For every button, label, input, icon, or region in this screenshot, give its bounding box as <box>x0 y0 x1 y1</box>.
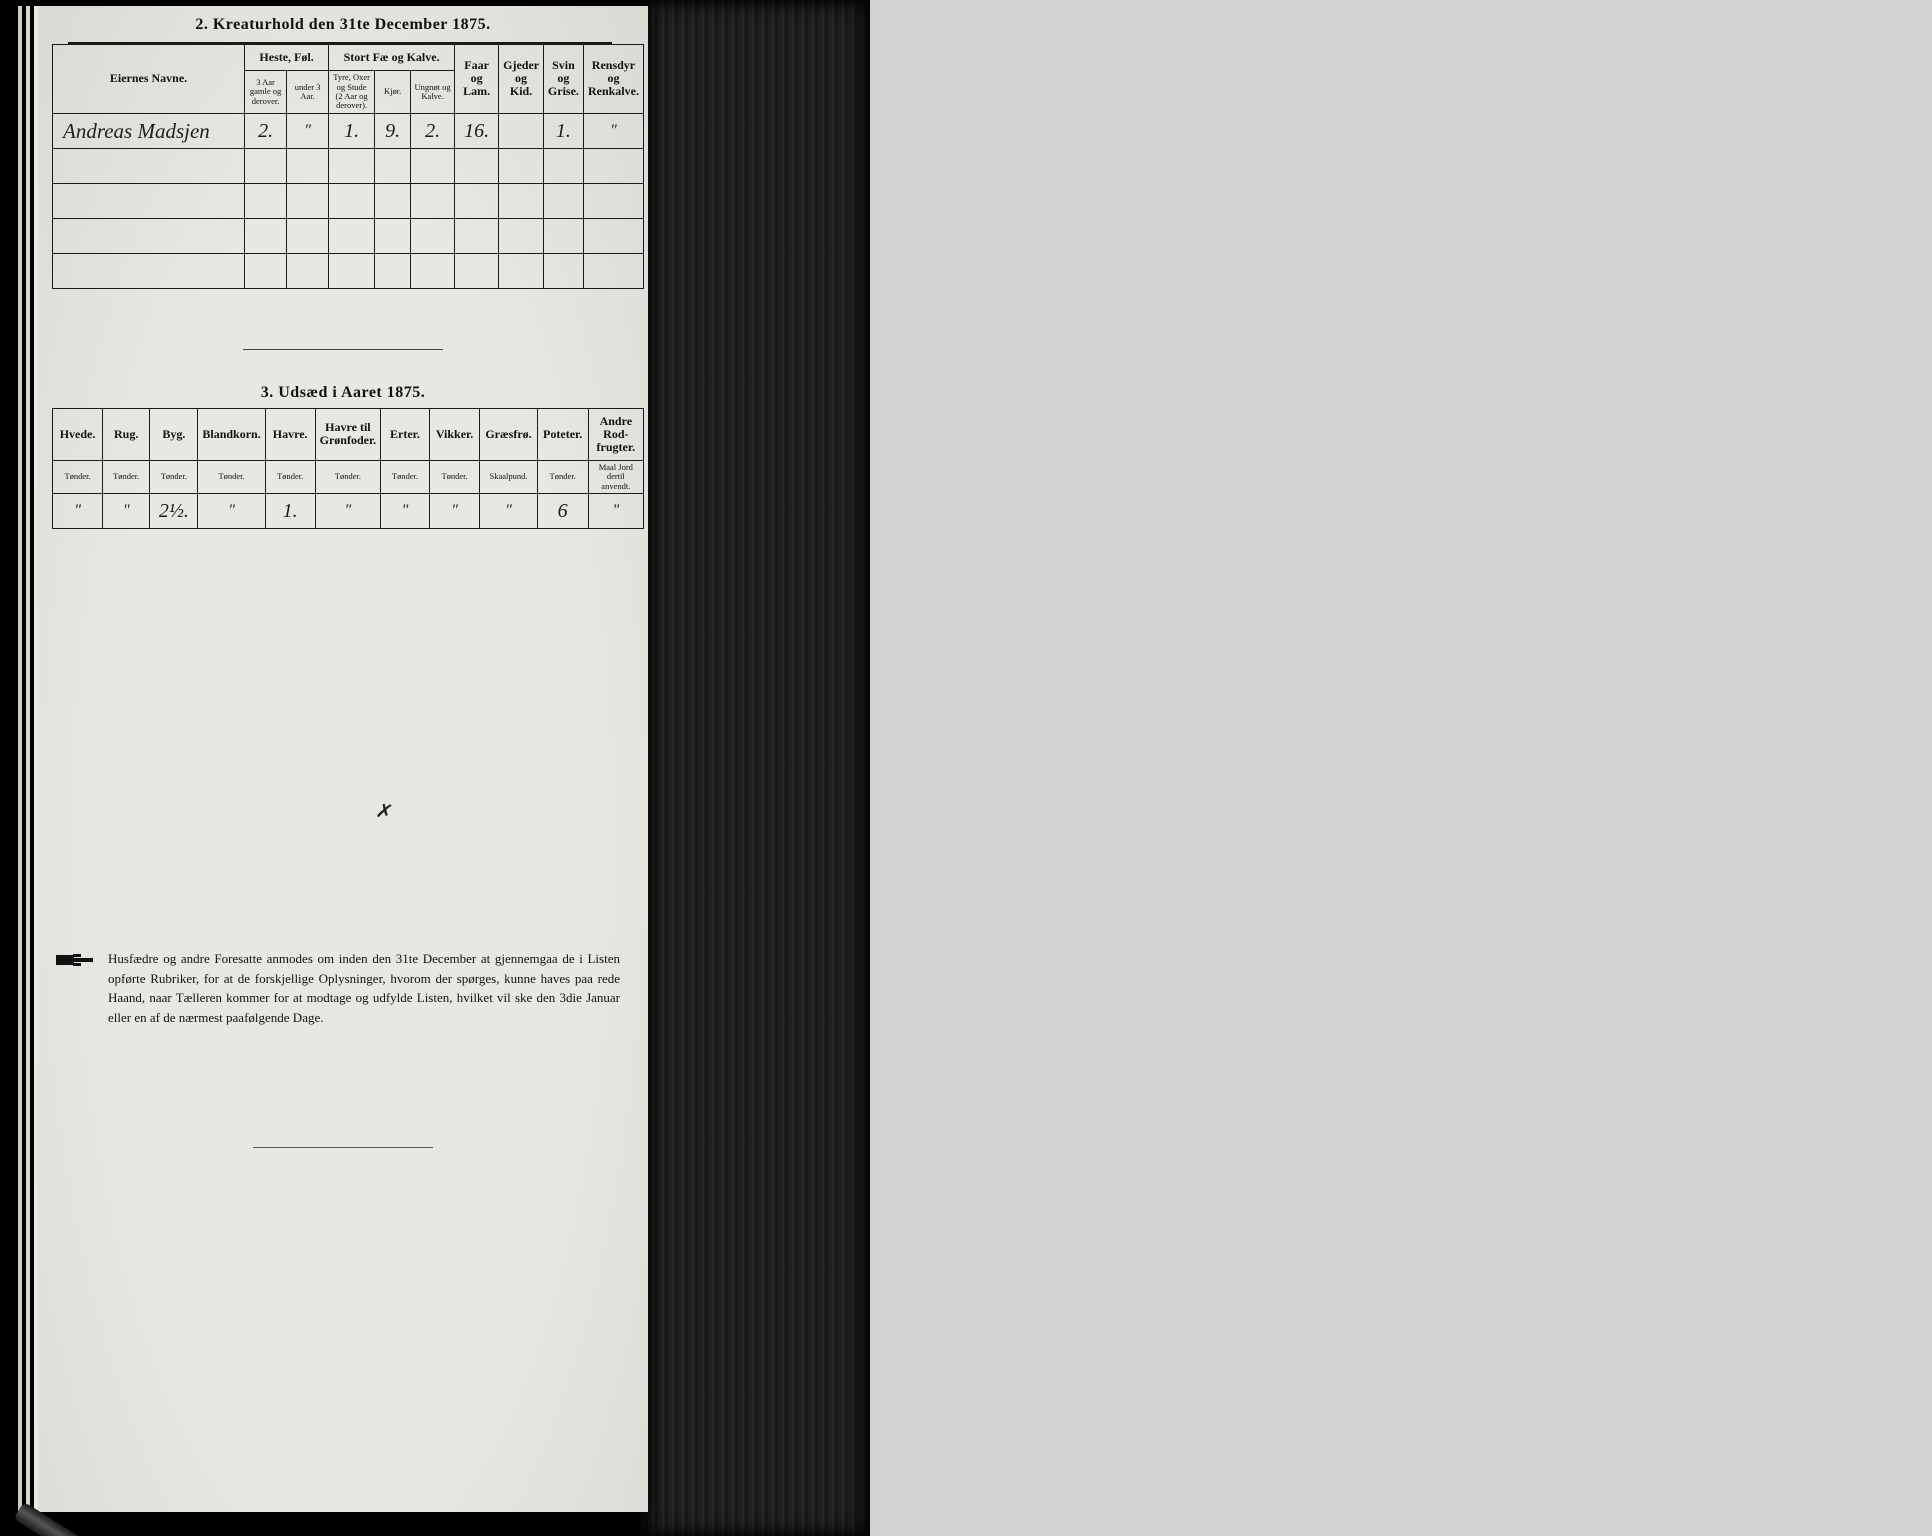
col-ungnot: Ungnøt og Kalve. <box>411 71 455 113</box>
document-page: 2. Kreaturhold den 31te December 1875. E… <box>38 6 648 1512</box>
cell-tyre: 1. <box>329 113 375 148</box>
unit-havre: Tønder. <box>265 461 315 494</box>
unit-blandkorn: Tønder. <box>198 461 265 494</box>
col-havre-gron: Havre til Grønfoder. <box>315 408 381 461</box>
col-tyre: Tyre, Oxer og Stude (2 Aar og derover). <box>329 71 375 113</box>
col-svin: Svin og Grise. <box>543 45 583 114</box>
footer-notice: Husfædre og andre Foresatte anmodes om i… <box>108 949 620 1027</box>
cell-gjeder <box>499 113 544 148</box>
table-row: " " 2½. " 1. " " " " 6 " <box>53 494 644 529</box>
table-row <box>53 148 644 183</box>
cell-rens: " <box>583 113 643 148</box>
cell-vikker: " <box>429 494 480 529</box>
cell-blandkorn: " <box>198 494 265 529</box>
col-hvede: Hvede. <box>53 408 103 461</box>
colgroup-storfae: Stort Fæ og Kalve. <box>329 45 455 71</box>
livestock-table-body: Andreas Madsjen 2. " 1. 9. 2. 16. 1. " <box>53 113 644 288</box>
unit-erter: Tønder. <box>381 461 430 494</box>
livestock-table-head: Eiernes Navne. Heste, Føl. Stort Fæ og K… <box>53 45 644 114</box>
col-erter: Erter. <box>381 408 430 461</box>
cell-poteter: 6 <box>537 494 588 529</box>
cell-graesfro: " <box>480 494 537 529</box>
table-row <box>53 218 644 253</box>
cell-hesteU3: " <box>287 113 329 148</box>
col-vikker: Vikker. <box>429 408 480 461</box>
scan-stage: 2. Kreaturhold den 31te December 1875. E… <box>0 0 1932 1536</box>
col-poteter: Poteter. <box>537 408 588 461</box>
table-row <box>53 183 644 218</box>
book-binding <box>640 0 870 1536</box>
colgroup-heste: Heste, Føl. <box>245 45 329 71</box>
col-byg: Byg. <box>150 408 198 461</box>
col-kjor: Kjør. <box>375 71 411 113</box>
unit-havre-gron: Tønder. <box>315 461 381 494</box>
table-row <box>53 253 644 288</box>
col-owner-name: Eiernes Navne. <box>53 45 245 114</box>
col-heste-3plus: 3 Aar gamle og derover. <box>245 71 287 113</box>
col-faar: Faar og Lam. <box>455 45 499 114</box>
sowing-table: Hvede. Rug. Byg. Blandkorn. Havre. Havre… <box>52 408 644 530</box>
col-gjeder: Gjeder og Kid. <box>499 45 544 114</box>
stray-ink-mark: ✗ <box>374 798 396 826</box>
bottom-divider <box>253 1147 433 1148</box>
col-rens: Rensdyr og Renkalve. <box>583 45 643 114</box>
cell-svin: 1. <box>543 113 583 148</box>
sowing-table-body: " " 2½. " 1. " " " " 6 " <box>53 494 644 529</box>
col-havre: Havre. <box>265 408 315 461</box>
cell-andre: " <box>588 494 643 529</box>
col-andre: Andre Rod-frugter. <box>588 408 643 461</box>
cell-kjor: 9. <box>375 113 411 148</box>
cell-rug: " <box>103 494 150 529</box>
col-heste-under3: under 3 Aar. <box>287 71 329 113</box>
sowing-table-head: Hvede. Rug. Byg. Blandkorn. Havre. Havre… <box>53 408 644 494</box>
col-blandkorn: Blandkorn. <box>198 408 265 461</box>
table-row: Andreas Madsjen 2. " 1. 9. 2. 16. 1. " <box>53 113 644 148</box>
cell-ungnot: 2. <box>411 113 455 148</box>
cell-byg: 2½. <box>150 494 198 529</box>
section2-title: 2. Kreaturhold den 31te December 1875. <box>38 16 648 34</box>
cell-heste3: 2. <box>245 113 287 148</box>
unit-vikker: Tønder. <box>429 461 480 494</box>
unit-byg: Tønder. <box>150 461 198 494</box>
pointing-hand-icon <box>56 951 96 969</box>
unit-andre: Maal Jord dertil anvendt. <box>588 461 643 494</box>
unit-graesfro: Skaalpund. <box>480 461 537 494</box>
cell-owner-name: Andreas Madsjen <box>53 113 245 148</box>
footer-notice-text: Husfædre og andre Foresatte anmodes om i… <box>108 951 620 1025</box>
unit-hvede: Tønder. <box>53 461 103 494</box>
divider <box>243 349 443 350</box>
section3-title: 3. Udsæd i Aaret 1875. <box>38 384 648 402</box>
scanner-background <box>852 0 1932 1536</box>
cell-erter: " <box>381 494 430 529</box>
unit-rug: Tønder. <box>103 461 150 494</box>
cell-faar: 16. <box>455 113 499 148</box>
cell-hvede: " <box>53 494 103 529</box>
cell-havre: 1. <box>265 494 315 529</box>
unit-poteter: Tønder. <box>537 461 588 494</box>
col-rug: Rug. <box>103 408 150 461</box>
cell-havre-gron: " <box>315 494 381 529</box>
livestock-table: Eiernes Navne. Heste, Føl. Stort Fæ og K… <box>52 44 644 289</box>
col-graesfro: Græsfrø. <box>480 408 537 461</box>
